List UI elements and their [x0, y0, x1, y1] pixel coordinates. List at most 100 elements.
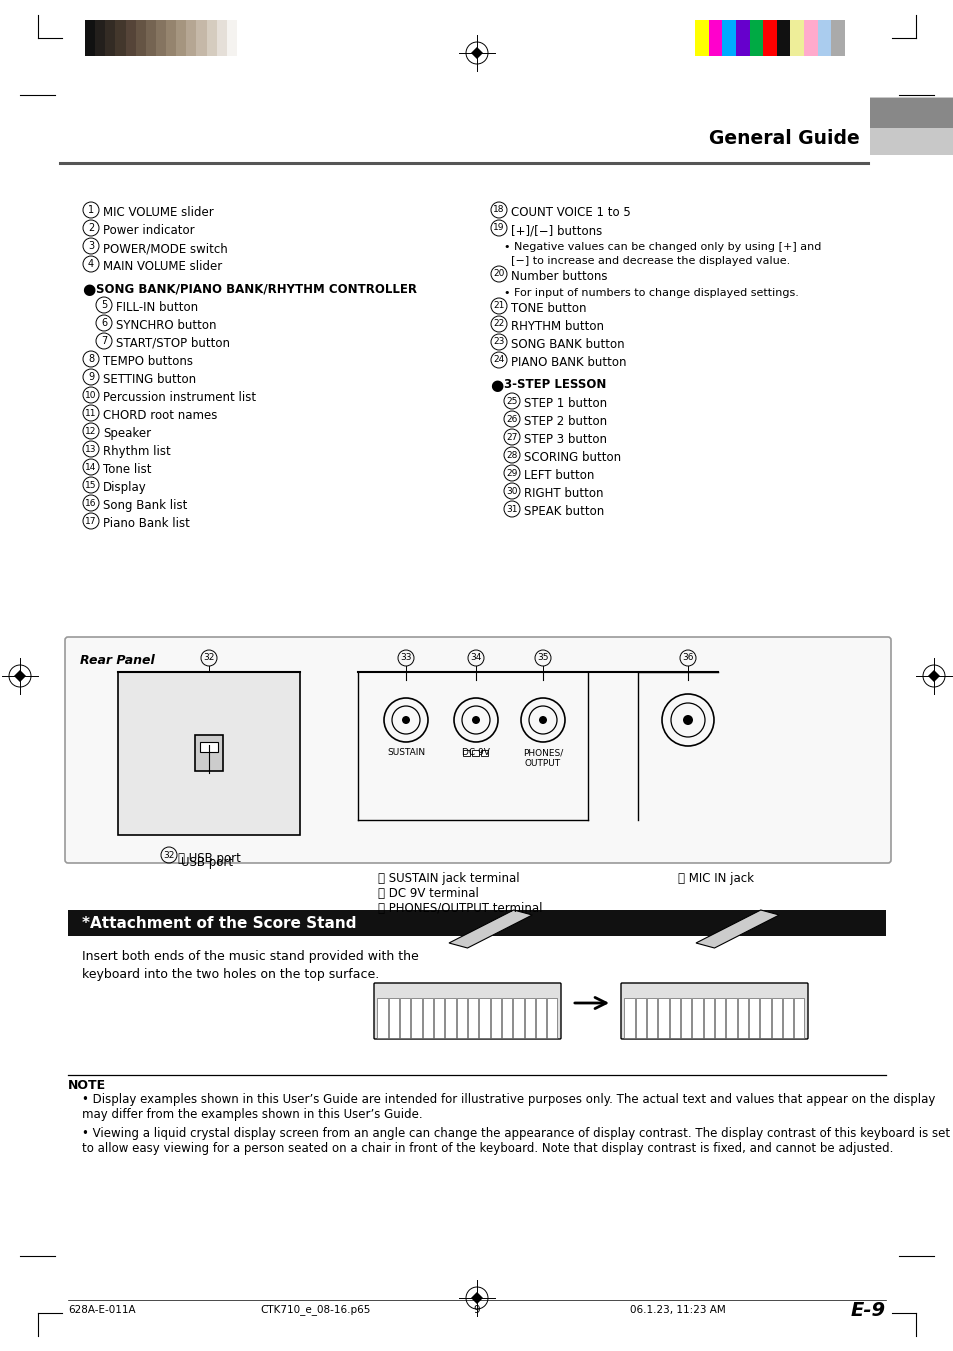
Bar [146, 20, 155, 55]
Text: 32: 32 [203, 654, 214, 662]
Bar [635, 997, 645, 1038]
Text: 24: 24 [493, 355, 504, 365]
Bar [200, 742, 218, 753]
Bar [478, 997, 489, 1038]
Text: 16: 16 [85, 499, 96, 508]
Bar [462, 750, 470, 757]
Bar [118, 671, 299, 835]
Text: 33: 33 [400, 654, 412, 662]
Text: 26: 26 [506, 415, 517, 423]
Text: SETTING button: SETTING button [103, 373, 196, 386]
Bar [227, 20, 236, 55]
Polygon shape [449, 911, 532, 948]
Text: Piano Bank list: Piano Bank list [103, 517, 190, 530]
Text: PIANO BANK button: PIANO BANK button [511, 357, 626, 369]
FancyBboxPatch shape [65, 638, 890, 863]
Text: ⒂ SUSTAIN jack terminal: ⒂ SUSTAIN jack terminal [377, 871, 519, 885]
Text: 30: 30 [506, 486, 517, 496]
Text: CTK710_e_08-16.p65: CTK710_e_08-16.p65 [260, 1305, 370, 1316]
Text: 3: 3 [88, 240, 94, 251]
Text: TEMPO buttons: TEMPO buttons [103, 355, 193, 367]
Text: DC 9V: DC 9V [461, 748, 490, 757]
Text: 11: 11 [85, 408, 96, 417]
Text: 32: 32 [163, 851, 174, 859]
Bar [703, 997, 713, 1038]
Bar [490, 997, 500, 1038]
Text: Display: Display [103, 481, 147, 494]
Bar [714, 997, 724, 1038]
FancyBboxPatch shape [374, 984, 560, 1039]
Text: 25: 25 [506, 396, 517, 405]
Text: STEP 1 button: STEP 1 button [523, 397, 606, 409]
Bar [646, 997, 657, 1038]
Bar [803, 20, 817, 55]
Circle shape [472, 716, 479, 724]
Bar [472, 750, 478, 757]
Text: 2: 2 [88, 223, 94, 232]
Circle shape [401, 716, 410, 724]
Text: 3-STEP LESSON: 3-STEP LESSON [503, 378, 606, 390]
Text: ⒅ MIC IN jack: ⒅ MIC IN jack [678, 871, 753, 885]
Bar [194, 735, 223, 771]
Bar [708, 20, 721, 55]
Text: 17: 17 [85, 516, 96, 526]
Bar [748, 997, 759, 1038]
Text: • Display examples shown in this User’s Guide are intended for illustrative purp: • Display examples shown in this User’s … [82, 1093, 934, 1121]
Text: 20: 20 [493, 269, 504, 278]
Bar [793, 997, 803, 1038]
Text: SUSTAIN: SUSTAIN [387, 748, 425, 757]
Bar [399, 997, 410, 1038]
Text: POWER/MODE switch: POWER/MODE switch [103, 242, 228, 255]
Text: 12: 12 [85, 427, 96, 435]
Text: START/STOP button: START/STOP button [116, 336, 230, 350]
Bar [85, 20, 95, 55]
Text: 19: 19 [493, 223, 504, 232]
Bar [721, 20, 735, 55]
Text: Insert both ends of the music stand provided with the
keyboard into the two hole: Insert both ends of the music stand prov… [82, 950, 418, 981]
Bar [377, 997, 388, 1038]
Text: • Negative values can be changed only by using [+] and: • Negative values can be changed only by… [503, 242, 821, 253]
Polygon shape [471, 47, 482, 59]
Text: 13: 13 [85, 444, 96, 454]
Text: 36: 36 [681, 654, 693, 662]
Text: CHORD root names: CHORD root names [103, 409, 217, 422]
Bar [669, 997, 679, 1038]
Text: MIC VOLUME slider: MIC VOLUME slider [103, 205, 213, 219]
Text: Speaker: Speaker [103, 427, 151, 440]
Bar [480, 750, 488, 757]
Bar [692, 997, 702, 1038]
Text: 27: 27 [506, 432, 517, 442]
Bar [207, 20, 216, 55]
Text: 31: 31 [506, 504, 517, 513]
Text: SCORING button: SCORING button [523, 451, 620, 463]
Text: 9: 9 [474, 1305, 479, 1315]
Polygon shape [696, 911, 779, 948]
Bar [135, 20, 146, 55]
Text: RIGHT button: RIGHT button [523, 486, 603, 500]
Text: 22: 22 [493, 319, 504, 328]
Text: Percussion instrument list: Percussion instrument list [103, 390, 255, 404]
Text: 4: 4 [88, 259, 94, 269]
Bar [658, 997, 668, 1038]
Bar [735, 20, 749, 55]
Text: 7: 7 [101, 336, 107, 346]
Text: Power indicator: Power indicator [103, 224, 194, 236]
Text: E-9: E-9 [850, 1301, 885, 1320]
Text: [−] to increase and decrease the displayed value.: [−] to increase and decrease the display… [503, 255, 789, 266]
Text: TONE button: TONE button [511, 303, 586, 315]
Bar [176, 20, 186, 55]
Bar [95, 20, 105, 55]
Text: SYNCHRO button: SYNCHRO button [116, 319, 216, 332]
FancyBboxPatch shape [620, 984, 807, 1039]
Text: ⒀ USB port: ⒀ USB port [177, 852, 240, 865]
Text: ●: ● [82, 282, 95, 297]
Bar [445, 997, 456, 1038]
Text: NOTE: NOTE [68, 1079, 106, 1092]
Text: SONG BANK button: SONG BANK button [511, 338, 624, 351]
Circle shape [682, 715, 692, 725]
Bar [762, 20, 776, 55]
Bar [782, 997, 792, 1038]
Text: FILL-IN button: FILL-IN button [116, 301, 198, 313]
Text: • Viewing a liquid crystal display screen from an angle can change the appearanc: • Viewing a liquid crystal display scree… [82, 1127, 949, 1155]
Bar [105, 20, 115, 55]
